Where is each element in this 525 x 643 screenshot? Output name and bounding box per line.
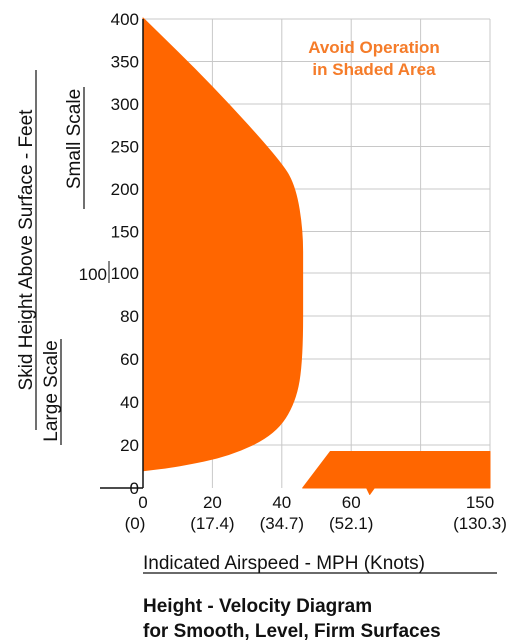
x-tick-knots: (130.3)	[453, 514, 507, 533]
y-tick-large: 80	[120, 307, 139, 326]
shaded-region-2	[302, 450, 491, 495]
x-tick-knots: (0)	[125, 514, 146, 533]
shaded-region-1	[142, 17, 304, 472]
avoid-note-line-2: in Shaded Area	[312, 60, 436, 79]
axes	[100, 19, 144, 489]
y-tick-large: 40	[120, 393, 139, 412]
avoid-note-line-1: Avoid Operation	[308, 38, 440, 57]
y-tick-small: 200	[111, 180, 139, 199]
shaded-regions	[142, 17, 491, 495]
y-axis-label: Skid Height Above Surface - Feet	[16, 109, 37, 391]
x-tick-mph: 0	[138, 493, 147, 512]
large-scale-label: Large Scale	[41, 340, 62, 441]
y-tick-small: 300	[111, 95, 139, 114]
y-tick-large: 100	[111, 264, 139, 283]
y-tick-small: 400	[111, 10, 139, 29]
x-tick-knots: (34.7)	[260, 514, 304, 533]
x-tick-labels: 0 (0) 20 (17.4) 40 (34.7) 60 (52.1) 150 (130.3)	[125, 493, 507, 533]
chart-subtitle: for Smooth, Level, Firm Surfaces	[143, 621, 441, 642]
x-axis-label: Indicated Airspeed - MPH (Knots)	[143, 553, 425, 574]
y-tick-small: 250	[111, 138, 139, 157]
y-tick-large: 60	[120, 350, 139, 369]
x-tick-mph: 40	[272, 493, 291, 512]
chart-title: Height - Velocity Diagram	[143, 596, 372, 617]
y-tick-large: 0	[130, 479, 139, 498]
y-tick-small: 350	[111, 53, 139, 72]
x-tick-mph: 60	[342, 493, 361, 512]
y-tick-small: 100	[79, 265, 107, 284]
x-tick-mph: 20	[203, 493, 222, 512]
small-scale-label: Small Scale	[64, 89, 85, 189]
y-tick-large: 20	[120, 436, 139, 455]
x-tick-knots: (17.4)	[190, 514, 234, 533]
y-tick-small: 150	[111, 223, 139, 242]
x-tick-mph: 150	[466, 493, 494, 512]
x-tick-knots: (52.1)	[329, 514, 373, 533]
